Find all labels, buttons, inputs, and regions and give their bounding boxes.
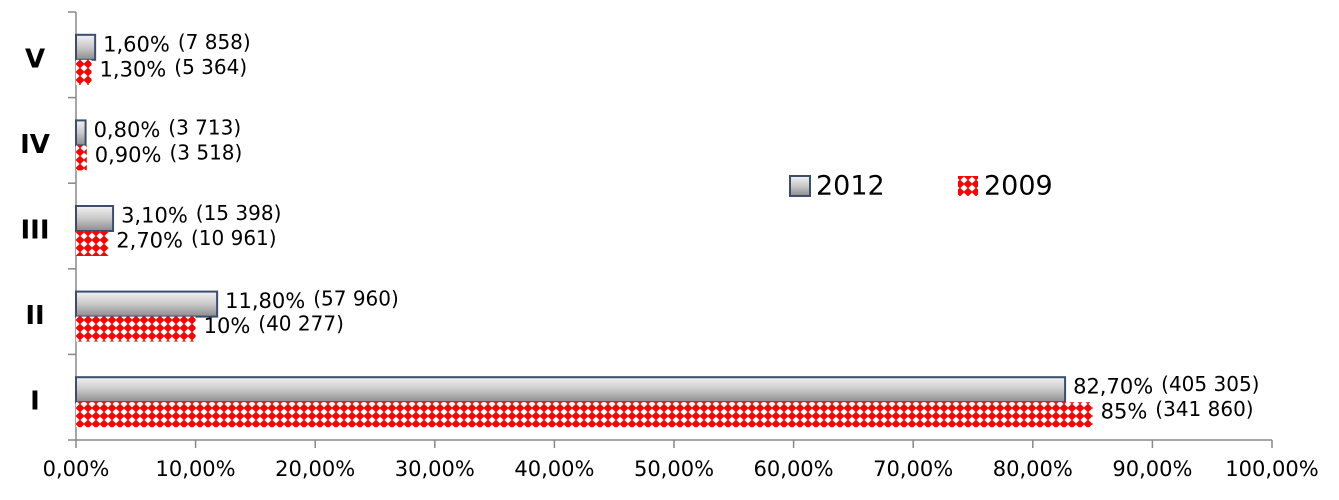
value-label: 1,30% (100, 57, 167, 81)
count-label: (5 364) (174, 55, 247, 79)
bar (75, 33, 97, 61)
bar (75, 376, 1067, 404)
count-label: (57 960) (313, 287, 399, 311)
x-tick-label: 100,00% (1225, 457, 1318, 481)
legend-swatch (958, 176, 978, 196)
x-tick-label: 30,00% (395, 457, 475, 481)
x-tick-label: 50,00% (634, 457, 714, 481)
bar (75, 119, 87, 147)
category-label: III (20, 216, 49, 246)
bar (76, 231, 109, 256)
category-label: I (30, 387, 40, 417)
value-label: 0,90% (95, 143, 162, 167)
legend-label: 2012 (816, 171, 885, 202)
category-label: II (25, 301, 44, 331)
x-tick-label: 60,00% (754, 457, 834, 481)
count-label: (15 398) (196, 201, 282, 225)
count-label: (3 713) (168, 115, 241, 139)
category-label: V (25, 44, 45, 74)
x-tick-label: 70,00% (873, 457, 953, 481)
legend-label: 2009 (984, 171, 1053, 202)
value-label: 0,80% (94, 118, 161, 142)
x-tick-label: 0,00% (43, 457, 110, 481)
category-label: IV (20, 130, 50, 160)
value-label: 10% (204, 314, 251, 338)
x-tick-label: 80,00% (993, 457, 1073, 481)
count-label: (40 277) (258, 312, 344, 336)
x-tick-label: 20,00% (275, 457, 355, 481)
count-label: (341 860) (1155, 397, 1253, 421)
count-label: (3 518) (169, 140, 242, 164)
bar (75, 205, 115, 232)
x-tick-label: 10,00% (156, 457, 236, 481)
bar (76, 59, 92, 85)
count-label: (405 305) (1161, 372, 1259, 396)
legend-swatch (789, 175, 811, 197)
value-label: 82,70% (1073, 375, 1153, 399)
bar (76, 316, 196, 342)
bar (75, 290, 219, 318)
x-tick-label: 90,00% (1112, 457, 1192, 481)
value-label: 3,10% (121, 204, 188, 228)
value-label: 2,70% (116, 229, 183, 253)
value-label: 1,60% (103, 32, 170, 56)
bar (76, 402, 1093, 428)
value-label: 85% (1101, 400, 1148, 424)
bar (76, 145, 87, 171)
value-label: 11,80% (225, 289, 305, 313)
count-label: (10 961) (191, 226, 277, 250)
count-label: (7 858) (178, 30, 251, 54)
x-tick-label: 40,00% (514, 457, 594, 481)
